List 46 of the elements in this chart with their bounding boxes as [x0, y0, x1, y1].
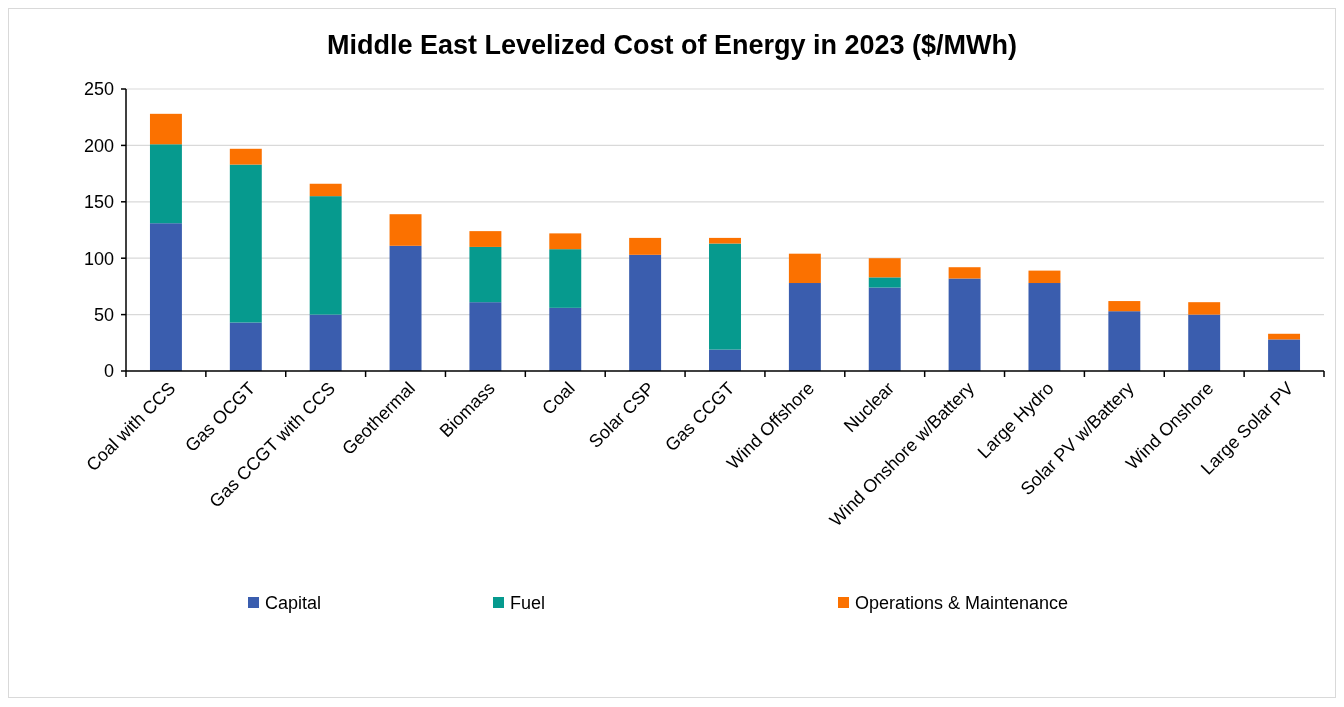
y-tick-label: 50 [93, 304, 114, 325]
bar [469, 302, 502, 371]
y-tick-label: 250 [83, 79, 114, 100]
y-tick-label: 150 [83, 192, 114, 213]
bar [948, 278, 981, 371]
bar [1188, 314, 1221, 371]
y-tick-label: 200 [83, 135, 114, 156]
bar [868, 258, 901, 278]
bar [549, 249, 582, 308]
bar [788, 283, 821, 371]
bar [149, 223, 182, 371]
bar [629, 237, 662, 255]
bar [1028, 270, 1061, 284]
bar [948, 267, 981, 279]
bar [469, 231, 502, 247]
bar [709, 237, 741, 244]
bar [469, 246, 502, 303]
bar [1188, 302, 1221, 315]
bar [549, 307, 582, 371]
bar [709, 349, 741, 371]
legend-label: Capital [265, 593, 322, 614]
bar [309, 196, 342, 315]
bar [1028, 283, 1061, 371]
bar [1108, 301, 1141, 312]
bar [149, 113, 182, 145]
bar [229, 322, 262, 371]
bar [1108, 311, 1141, 371]
bar [629, 254, 662, 371]
y-tick-label: 0 [103, 361, 114, 382]
legend-label: Fuel [510, 593, 546, 614]
bar [709, 243, 741, 350]
bar [389, 245, 422, 371]
bar [309, 314, 342, 371]
bar [868, 287, 901, 371]
bar [229, 164, 262, 323]
bar [149, 144, 182, 224]
bar [229, 148, 262, 165]
bar [549, 233, 582, 250]
legend-label: Operations & Maintenance [855, 593, 1069, 614]
bar [389, 214, 422, 246]
bar [868, 277, 901, 288]
bar [788, 253, 821, 284]
bar [1268, 339, 1301, 371]
bar [309, 183, 342, 197]
y-tick-label: 100 [83, 248, 114, 269]
chart-title: Middle East Levelized Cost of Energy in 2023 ($/MWh) [326, 30, 1018, 60]
